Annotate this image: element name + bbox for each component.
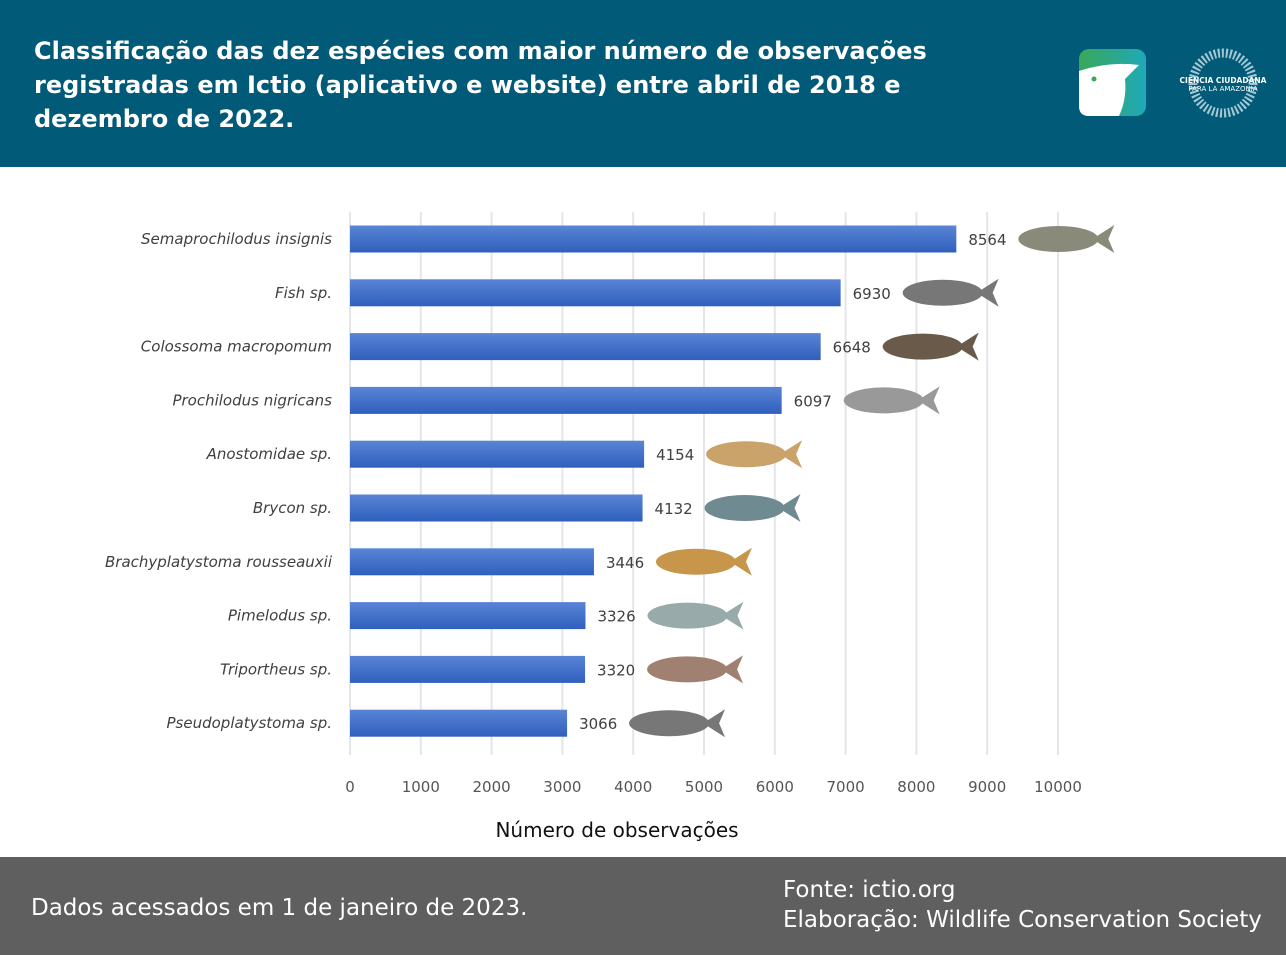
category-label: Semaprochilodus insignis <box>141 230 332 248</box>
x-tick-label: 5000 <box>685 778 723 796</box>
data-label: 3066 <box>579 715 617 733</box>
fish-image <box>655 547 752 576</box>
x-tick-label: 0 <box>345 778 355 796</box>
fish-image <box>706 440 803 469</box>
bar <box>350 279 841 307</box>
bar <box>350 548 594 576</box>
fish-image <box>629 709 726 738</box>
x-tick-label: 7000 <box>827 778 865 796</box>
credits: Fonte: ictio.org Elaboração: Wildlife Co… <box>783 875 1262 935</box>
fish-image <box>902 278 999 307</box>
credit-text: Elaboração: Wildlife Conservation Societ… <box>783 907 1262 933</box>
fish-image <box>647 601 744 630</box>
bar <box>350 333 821 361</box>
fish-image <box>704 494 801 522</box>
ictio-logo <box>1079 49 1146 116</box>
header: Classificação das dez espécies com maior… <box>0 0 1286 167</box>
bar <box>350 494 643 522</box>
data-label: 6930 <box>853 285 891 303</box>
page-title: Classificação das dez espécies com maior… <box>34 37 927 133</box>
x-tick-label: 1000 <box>402 778 440 796</box>
x-axis-title: Número de observações <box>495 818 738 842</box>
data-label: 3320 <box>597 661 635 679</box>
category-label: Pimelodus sp. <box>228 607 332 625</box>
data-label: 3326 <box>597 608 635 626</box>
data-label: 6648 <box>833 339 871 357</box>
fish-image <box>1018 225 1115 253</box>
data-access-note: Dados acessados em 1 de janeiro de 2023. <box>31 895 528 921</box>
data-label: 4132 <box>655 500 693 518</box>
category-label: Prochilodus nigricans <box>172 391 332 409</box>
svg-text:CIENCIA CIUDADANA: CIENCIA CIUDADANA <box>1180 76 1267 85</box>
bar <box>350 602 586 630</box>
ciencia-ciudadana-logo: CIENCIA CIUDADANA PARA LA AMAZONÍA <box>1180 48 1267 118</box>
category-label: Brachyplatystoma rousseauxii <box>105 553 333 571</box>
fish-image <box>882 332 979 361</box>
data-label: 6097 <box>794 392 832 410</box>
data-label: 4154 <box>656 446 694 464</box>
fish-image <box>647 655 744 684</box>
bar-chart: 0 1000 2000 3000 4000 5000 6000 7000 8000 9000 100… <box>105 212 1115 842</box>
footer: Dados acessados em 1 de janeiro de 2023.… <box>0 857 1286 955</box>
x-tick-label: 8000 <box>897 778 935 796</box>
bar <box>350 655 586 683</box>
x-tick-label: 4000 <box>614 778 652 796</box>
source-text: Fonte: ictio.org <box>783 877 956 903</box>
fish-image <box>843 386 940 415</box>
bar <box>350 440 645 468</box>
category-label: Colossoma macropomum <box>141 338 332 356</box>
x-tick-label: 3000 <box>543 778 581 796</box>
bar <box>350 386 782 414</box>
x-tick-label: 9000 <box>968 778 1006 796</box>
x-tick-label: 2000 <box>473 778 511 796</box>
category-label: Fish sp. <box>275 284 332 302</box>
data-label: 3446 <box>606 554 644 572</box>
data-label: 8564 <box>968 231 1006 249</box>
x-tick-label: 6000 <box>756 778 794 796</box>
x-tick-label: 10000 <box>1034 778 1082 796</box>
category-label: Pseudoplatystoma sp. <box>167 714 332 732</box>
bar <box>350 709 568 737</box>
category-label: Triportheus sp. <box>220 660 332 678</box>
bar <box>350 225 957 253</box>
category-label: Brycon sp. <box>253 499 332 517</box>
category-label: Anostomidae sp. <box>206 445 332 463</box>
svg-text:PARA LA AMAZONÍA: PARA LA AMAZONÍA <box>1188 84 1257 93</box>
